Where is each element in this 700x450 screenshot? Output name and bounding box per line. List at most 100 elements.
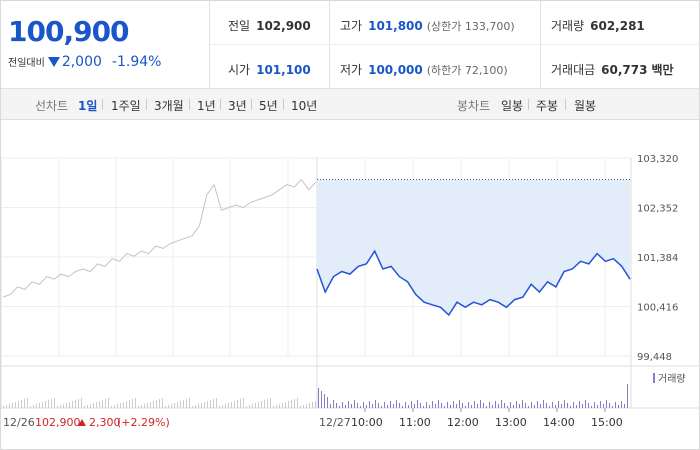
volume-bar [24, 399, 25, 408]
tab-10year[interactable]: 10년 [291, 99, 318, 113]
volume-bar [45, 401, 46, 408]
volume-bar [531, 402, 532, 408]
volume-bar [429, 405, 430, 408]
stat-label: 거래대금 [551, 63, 596, 77]
tab-5year[interactable]: 5년 [259, 99, 278, 113]
volume-bar [129, 400, 130, 408]
volume-bar [195, 405, 196, 408]
volume-bar [255, 403, 256, 408]
volume-legend-swatch [653, 373, 655, 383]
volume-bar [369, 401, 370, 408]
volume-bar [486, 406, 487, 408]
volume-bar [537, 401, 538, 408]
volume-bar [147, 403, 148, 408]
volume-bar [162, 398, 163, 408]
volume-bar [27, 398, 28, 408]
volume-bar [444, 406, 445, 408]
volume-bar [453, 401, 454, 408]
volume-bar [390, 401, 391, 408]
candle-chart-label: 봉차트 [457, 99, 491, 113]
tab-weekly-candle[interactable]: 주봉 [536, 99, 559, 113]
x-axis-labels: 10:00 11:00 12:00 13:00 14:00 15:00 [351, 408, 623, 429]
today-date: 12/27 [319, 416, 351, 429]
volume-bar [48, 400, 49, 408]
volume-bar [39, 403, 40, 408]
volume-bar [594, 402, 595, 408]
change-line: 전일대비 2,000 -1.94% [8, 54, 161, 70]
stat-value: 102,900 [256, 19, 311, 33]
volume-bar [414, 404, 415, 408]
volume-bar [54, 398, 55, 408]
volume-bar [324, 394, 325, 408]
chart-canvas: 103,320 102,352 101,384 100,416 99,448 10:00… [1, 154, 699, 429]
volume-bar [510, 402, 511, 408]
tab-3year[interactable]: 3년 [228, 99, 247, 113]
volume-bar [411, 401, 412, 408]
volume-bar [228, 403, 229, 408]
volume-bar [237, 400, 238, 408]
volume-bar [606, 400, 607, 408]
volume-bar [354, 400, 355, 408]
volume-bar [585, 400, 586, 408]
volume-bar [387, 405, 388, 408]
stat-value: 100,000 [368, 63, 423, 77]
volume-bar [273, 406, 274, 408]
volume-bar [570, 406, 571, 408]
volume-bar [576, 405, 577, 408]
volume-bar [288, 401, 289, 408]
volume-bar [207, 401, 208, 408]
volume-bar [84, 406, 85, 408]
volume-bar [174, 403, 175, 408]
tab-divider [528, 99, 529, 110]
tab-3month[interactable]: 3개월 [154, 99, 184, 113]
volume-bar [417, 400, 418, 408]
tab-1day[interactable]: 1일 [78, 99, 98, 113]
stat-open: 시가 101,100 [228, 61, 311, 78]
volume-bar [60, 405, 61, 408]
tab-monthly-candle[interactable]: 월봉 [574, 99, 597, 113]
volume-bar [90, 404, 91, 408]
volume-bar [519, 404, 520, 408]
volume-bar [525, 403, 526, 408]
volume-bar [399, 403, 400, 408]
volume-bar [312, 402, 313, 408]
volume-bar [282, 403, 283, 408]
stat-label: 고가 [340, 19, 363, 33]
volume-bar [342, 402, 343, 408]
volume-bar [6, 405, 7, 408]
volume-bar [171, 404, 172, 408]
tab-daily-candle[interactable]: 일봉 [501, 99, 524, 113]
volume-bar [375, 400, 376, 408]
volume-bar [573, 402, 574, 408]
lower-limit: (하한가 72,100) [426, 64, 508, 77]
volume-bar [474, 401, 475, 408]
volume-bar [357, 403, 358, 408]
volume-bar [339, 406, 340, 408]
tab-1week[interactable]: 1주일 [111, 99, 141, 113]
volume-bar [438, 400, 439, 408]
volume-bar [423, 406, 424, 408]
tab-divider [251, 99, 252, 110]
volume-legend: 거래량 [658, 373, 686, 385]
volume-bar [318, 388, 319, 408]
stat-label: 전일 [228, 19, 251, 33]
volume-bar [123, 402, 124, 408]
change-value: 2,000 [61, 54, 102, 70]
tab-divider [189, 99, 190, 110]
volume-bar [165, 406, 166, 408]
upper-limit: (상한가 133,700) [426, 20, 515, 33]
volume-bar [141, 405, 142, 408]
stat-amount: 거래대금 60,773 백만 [551, 61, 674, 78]
volume-bar [243, 398, 244, 408]
volume-bar [186, 399, 187, 408]
stat-label: 거래량 [551, 19, 585, 33]
volume-bar [306, 404, 307, 408]
volume-bar [381, 406, 382, 408]
volume-bar [279, 404, 280, 408]
tab-1year[interactable]: 1년 [197, 99, 216, 113]
volume-bar [201, 403, 202, 408]
volume-bar [294, 399, 295, 408]
volume-bar [234, 401, 235, 408]
volume-bar [609, 403, 610, 408]
